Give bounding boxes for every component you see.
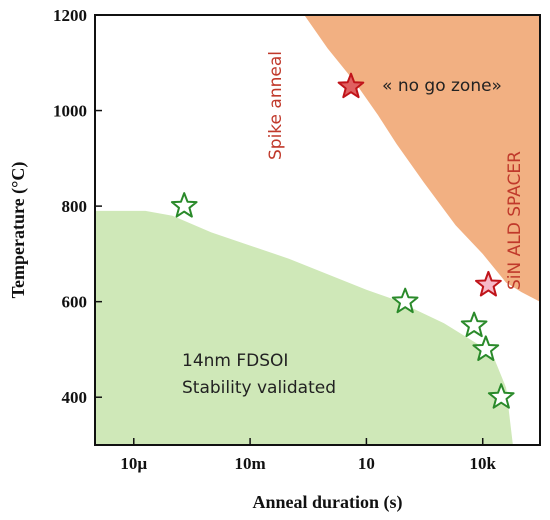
- x-tick-label: 10m: [235, 454, 266, 473]
- star-marker: [487, 383, 515, 409]
- x-axis: 10µ 10m 10 10k: [120, 438, 496, 473]
- star-marker: [472, 335, 500, 361]
- spike-anneal-label: Spike anneal: [266, 51, 286, 160]
- plot-frame: [94, 14, 541, 446]
- stability-region: [95, 210, 513, 445]
- star-marker: [475, 270, 502, 297]
- y-axis: 400 600 800 1000 1200: [53, 6, 102, 407]
- data-markers: [170, 72, 515, 409]
- y-tick-label: 1000: [53, 102, 87, 121]
- stability-label-line-2: Stability validated: [182, 378, 336, 398]
- star-marker: [170, 192, 198, 218]
- no-go-region: [304, 15, 540, 302]
- sin-ald-spacer-label: SiN ALD SPACER: [505, 151, 525, 290]
- y-tick-label: 800: [62, 197, 88, 216]
- stability-label-line-1: 14nm FDSOI: [182, 351, 288, 371]
- x-tick-label: 10k: [469, 454, 496, 473]
- x-axis-title: Anneal duration (s): [252, 492, 402, 513]
- y-tick-label: 1200: [53, 6, 87, 25]
- y-tick-label: 600: [62, 293, 88, 312]
- no-go-zone-label: « no go zone»: [382, 76, 502, 96]
- x-tick-label: 10: [358, 454, 375, 473]
- plot-area: [95, 15, 540, 445]
- star-marker: [391, 287, 419, 314]
- star-marker: [337, 72, 365, 99]
- y-axis-title: Temperature (°C): [8, 162, 29, 299]
- x-tick-label: 10µ: [120, 454, 147, 473]
- y-tick-label: 400: [62, 388, 88, 407]
- star-marker: [460, 311, 488, 338]
